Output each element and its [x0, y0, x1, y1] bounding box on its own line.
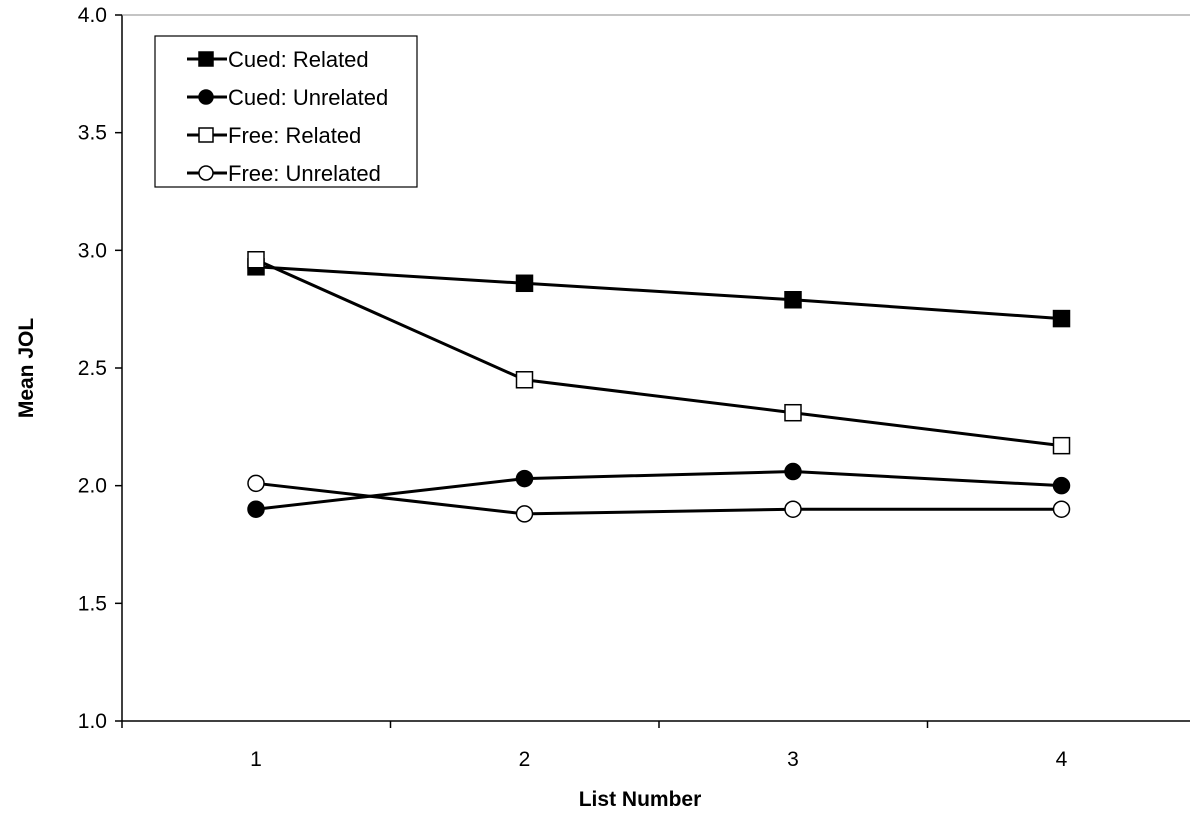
legend-label: Free: Related	[228, 123, 361, 148]
x-tick-label: 4	[1056, 748, 1068, 771]
legend-swatch-marker	[198, 89, 214, 105]
legend-label: Cued: Unrelated	[228, 85, 388, 110]
data-point	[784, 462, 802, 481]
y-tick-label: 4.0	[78, 4, 107, 27]
legend-item: Free: Unrelated	[187, 161, 381, 186]
data-point	[515, 371, 534, 389]
data-point	[1052, 436, 1071, 455]
y-tick-label: 2.0	[78, 475, 107, 498]
x-tick-label: 3	[787, 748, 799, 771]
series-line	[255, 481, 1062, 516]
y-tick-label: 3.5	[78, 122, 107, 145]
data-point	[247, 500, 265, 518]
series-1	[247, 462, 1071, 518]
data-point	[515, 469, 534, 488]
data-point	[1052, 500, 1071, 518]
series-0	[247, 258, 1071, 328]
series-line	[255, 258, 1062, 448]
y-axis-ticks: 1.0 1.5 2.0 2.5 3.0 3.5 4.0	[78, 4, 122, 733]
data-point	[784, 500, 802, 518]
series-line	[255, 470, 1062, 511]
data-point	[784, 291, 802, 309]
data-point	[1052, 309, 1071, 328]
y-tick-label: 2.5	[78, 357, 107, 380]
legend-item: Free: Related	[187, 123, 361, 148]
data-point	[247, 474, 265, 493]
legend-label: Cued: Related	[228, 47, 369, 72]
series-line	[255, 265, 1062, 321]
y-tick-label: 1.5	[78, 592, 107, 615]
y-tick-label: 3.0	[78, 239, 107, 262]
legend-label: Free: Unrelated	[228, 161, 381, 186]
legend-item: Cued: Related	[187, 47, 369, 72]
y-axis-title: Mean JOL	[15, 318, 38, 419]
series-3	[247, 474, 1071, 523]
x-axis-title: List Number	[579, 788, 702, 811]
legend-swatch-marker	[198, 127, 214, 143]
data-point	[1052, 476, 1071, 495]
x-tick-label: 1	[250, 748, 262, 771]
x-tick-label: 2	[519, 748, 531, 771]
data-point	[784, 403, 802, 422]
legend-items: Cued: Related Cued: Unrelated Free: Relate…	[187, 47, 388, 186]
series-layer	[247, 250, 1071, 523]
legend: Cued: Related Cued: Unrelated Free: Relate…	[154, 35, 418, 188]
y-tick-label: 1.0	[78, 710, 107, 733]
x-axis-ticks: 1 2 3 4	[121, 721, 1068, 771]
series-2	[247, 250, 1071, 455]
legend-item: Cued: Unrelated	[187, 85, 388, 110]
legend-swatch-marker	[198, 165, 214, 181]
data-point	[515, 505, 534, 523]
data-point	[247, 250, 265, 269]
legend-swatch-marker	[198, 51, 214, 67]
data-point	[515, 274, 534, 293]
